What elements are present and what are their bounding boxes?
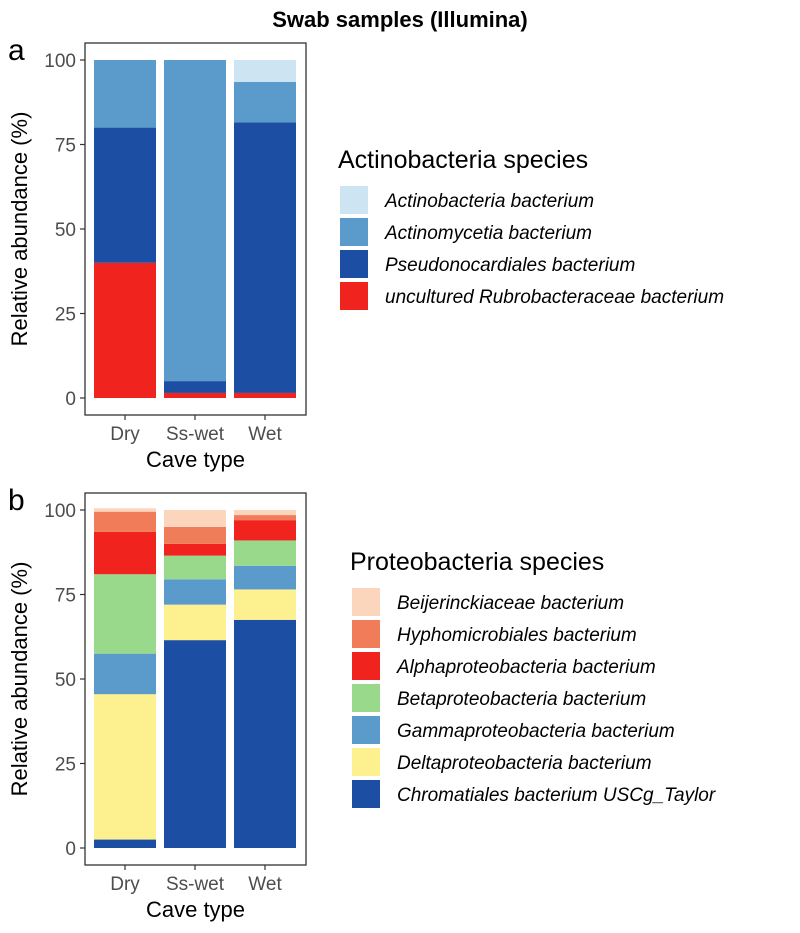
bar-segment [164, 381, 226, 393]
legend-swatch [352, 716, 380, 744]
bar-segment [234, 619, 296, 848]
legend-label: Actinomycetia bacterium [384, 223, 592, 244]
legend-swatch [340, 250, 368, 278]
bar-segment [164, 555, 226, 580]
y-tick-label: 0 [65, 839, 76, 860]
y-tick-label: 25 [55, 755, 76, 776]
legend-label: Beijerinckiaceae bacterium [397, 593, 624, 614]
legend-swatch [340, 218, 368, 246]
legend-swatch [352, 684, 380, 712]
bar-segment [164, 543, 226, 556]
y-tick-label: 75 [55, 586, 76, 607]
y-tick-label: 0 [65, 389, 76, 410]
legend-swatch [352, 780, 380, 808]
x-tick-label: Dry [110, 424, 140, 445]
legend-label: Hyphomicrobiales bacterium [397, 625, 637, 646]
bar-segment [94, 508, 156, 512]
bar-segment [234, 392, 296, 398]
x-axis-title: Cave type [146, 447, 245, 472]
legend-label: uncultured Rubrobacteraceae bacterium [385, 287, 724, 308]
y-tick-label: 100 [44, 51, 76, 72]
bar-segment [234, 122, 296, 393]
bar-segment [234, 520, 296, 541]
bar-segment [234, 565, 296, 590]
bar-segment [94, 262, 156, 398]
x-tick-label: Ss-wet [166, 874, 225, 895]
legend-label: Alphaproteobacteria bacterium [396, 657, 656, 678]
panel-letter: a [8, 34, 25, 67]
x-tick-label: Ss-wet [166, 424, 225, 445]
legend-label: Deltaproteobacteria bacterium [397, 753, 652, 774]
y-axis-title: Relative abundance (%) [7, 112, 32, 347]
bar-segment [234, 60, 296, 82]
legend-swatch [352, 748, 380, 776]
legend-title: Actinobacteria species [338, 146, 588, 174]
bar-segment [234, 510, 296, 516]
bar-segment [94, 839, 156, 848]
legend-swatch [352, 652, 380, 680]
bar-segment [234, 540, 296, 566]
bar-segment [234, 589, 296, 620]
legend-label: Chromatiales bacterium USCg_Taylor [397, 785, 716, 806]
x-tick-label: Dry [110, 874, 140, 895]
bar-segment [94, 694, 156, 840]
bar-segment [94, 574, 156, 654]
y-tick-label: 50 [55, 220, 76, 241]
bar-segment [164, 579, 226, 605]
bar-segment [94, 127, 156, 263]
bar-segment [94, 60, 156, 128]
y-tick-label: 75 [55, 136, 76, 157]
bar-segment [94, 511, 156, 532]
panel-letter: b [8, 484, 25, 517]
bar-segment [164, 60, 226, 382]
x-tick-label: Wet [248, 424, 282, 445]
y-tick-label: 50 [55, 670, 76, 691]
bar-segment [94, 531, 156, 575]
bar-segment [234, 515, 296, 521]
legend-label: Gammaproteobacteria bacterium [397, 721, 675, 742]
legend-swatch [340, 282, 368, 310]
bar-segment [164, 604, 226, 641]
bar-segment [234, 81, 296, 123]
legend: Proteobacteria species Beijerinckiaceae b… [350, 548, 716, 808]
x-axis-title: Cave type [146, 897, 245, 922]
legend-label: Betaproteobacteria bacterium [397, 689, 646, 710]
legend-label: Actinobacteria bacterium [384, 191, 594, 212]
legend-swatch [352, 620, 380, 648]
y-axis-title: Relative abundance (%) [7, 562, 32, 797]
x-tick-label: Wet [248, 874, 282, 895]
bar-segment [164, 510, 226, 527]
legend-swatch [340, 186, 368, 214]
legend-label: Pseudonocardiales bacterium [385, 255, 635, 276]
bar-segment [164, 392, 226, 398]
y-tick-label: 25 [55, 305, 76, 326]
legend-swatch [352, 588, 380, 616]
bar-segment [164, 526, 226, 544]
legend: Actinobacteria species Actinobacteria bac… [338, 146, 724, 310]
y-tick-label: 100 [44, 501, 76, 522]
bar-segment [164, 640, 226, 848]
figure-title: Swab samples (Illumina) [272, 7, 528, 32]
bar-segment [94, 653, 156, 695]
legend-title: Proteobacteria species [350, 548, 604, 576]
